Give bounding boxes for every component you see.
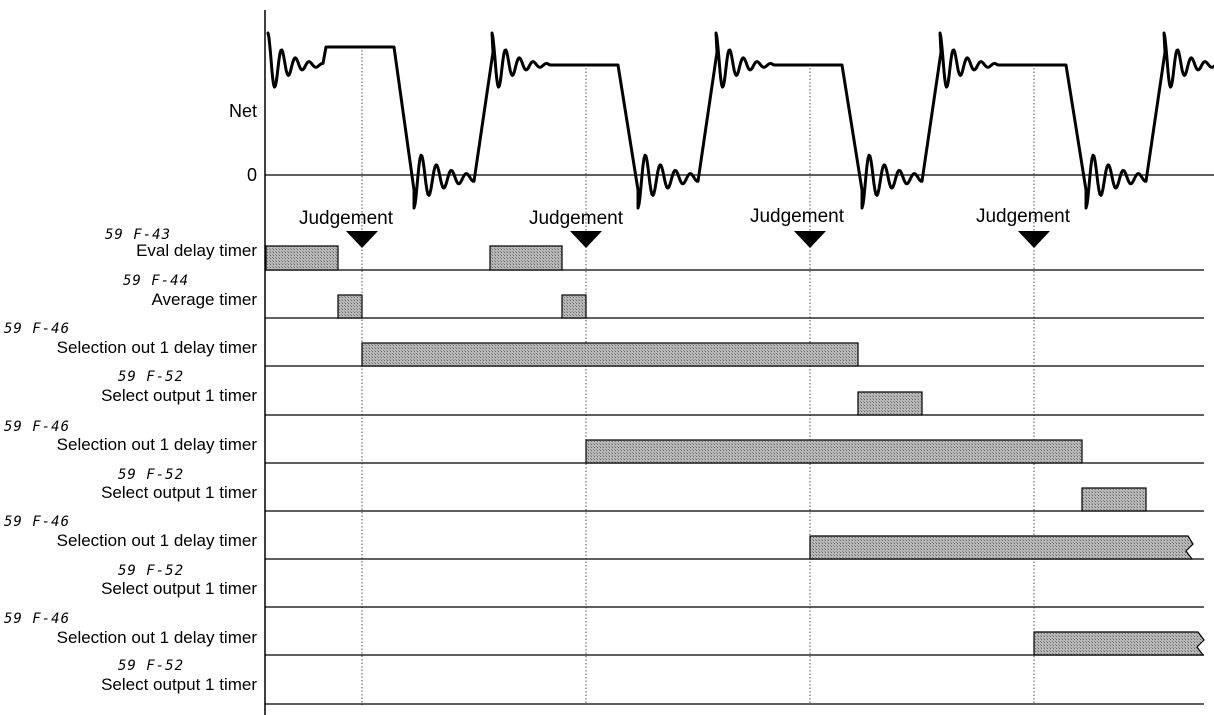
select-output-bar	[1081, 487, 1147, 512]
row-label: Select output 1 timer	[101, 579, 257, 598]
judgement-arrow	[1018, 231, 1050, 248]
judgement-label: Judgement	[529, 208, 624, 229]
row-label: Select output 1 timer	[101, 675, 257, 694]
judgement-arrow	[346, 231, 378, 248]
judgement-label: Judgement	[976, 206, 1071, 227]
judgement-marker-2: Judgement	[529, 208, 624, 248]
row-code: 59 F-46	[4, 514, 70, 530]
selection-delay-bar-open	[809, 535, 1194, 560]
average-timer-bar	[337, 294, 363, 319]
row-code: 59 F-52	[118, 658, 184, 674]
row-label: Select output 1 timer	[101, 386, 257, 405]
row-labels: 59 F-43 Eval delay timer 59 F-44 Average…	[4, 227, 257, 694]
judgement-label: Judgement	[750, 206, 845, 227]
zero-label: 0	[247, 165, 257, 185]
row-code: 59 F-52	[118, 369, 184, 385]
row-label: Selection out 1 delay timer	[57, 435, 258, 454]
judgement-arrow	[570, 231, 602, 248]
row-code: 59 F-44	[123, 273, 189, 289]
row-label: Selection out 1 delay timer	[57, 628, 258, 647]
judgement-marker-3: Judgement	[750, 206, 845, 248]
row-code: 59 F-46	[4, 419, 70, 435]
row-label: Select output 1 timer	[101, 483, 257, 502]
eval-delay-bar	[489, 245, 563, 271]
judgement-marker-4: Judgement	[976, 206, 1071, 248]
row-label: Selection out 1 delay timer	[57, 338, 258, 357]
net-label: Net	[229, 101, 257, 121]
judgement-marker-1: Judgement	[299, 208, 394, 248]
row-code: 59 F-52	[118, 563, 184, 579]
row-code: 59 F-43	[105, 227, 171, 243]
selection-delay-bar	[361, 342, 859, 367]
timer-bars	[265, 245, 1205, 656]
selection-delay-bar	[585, 439, 1083, 464]
row-code: 59 F-46	[4, 321, 70, 337]
row-code: 59 F-52	[118, 467, 184, 483]
eval-delay-bar	[265, 245, 339, 271]
row-label: Eval delay timer	[136, 241, 257, 260]
judgement-label: Judgement	[299, 208, 394, 229]
judgement-arrow	[794, 231, 826, 248]
row-code: 59 F-46	[4, 611, 70, 627]
select-output-bar	[857, 391, 923, 416]
row-label: Selection out 1 delay timer	[57, 531, 258, 550]
row-label: Average timer	[151, 290, 257, 309]
average-timer-bar	[561, 294, 587, 319]
net-waveform	[266, 31, 1214, 210]
selection-delay-bar-open	[1033, 631, 1205, 656]
